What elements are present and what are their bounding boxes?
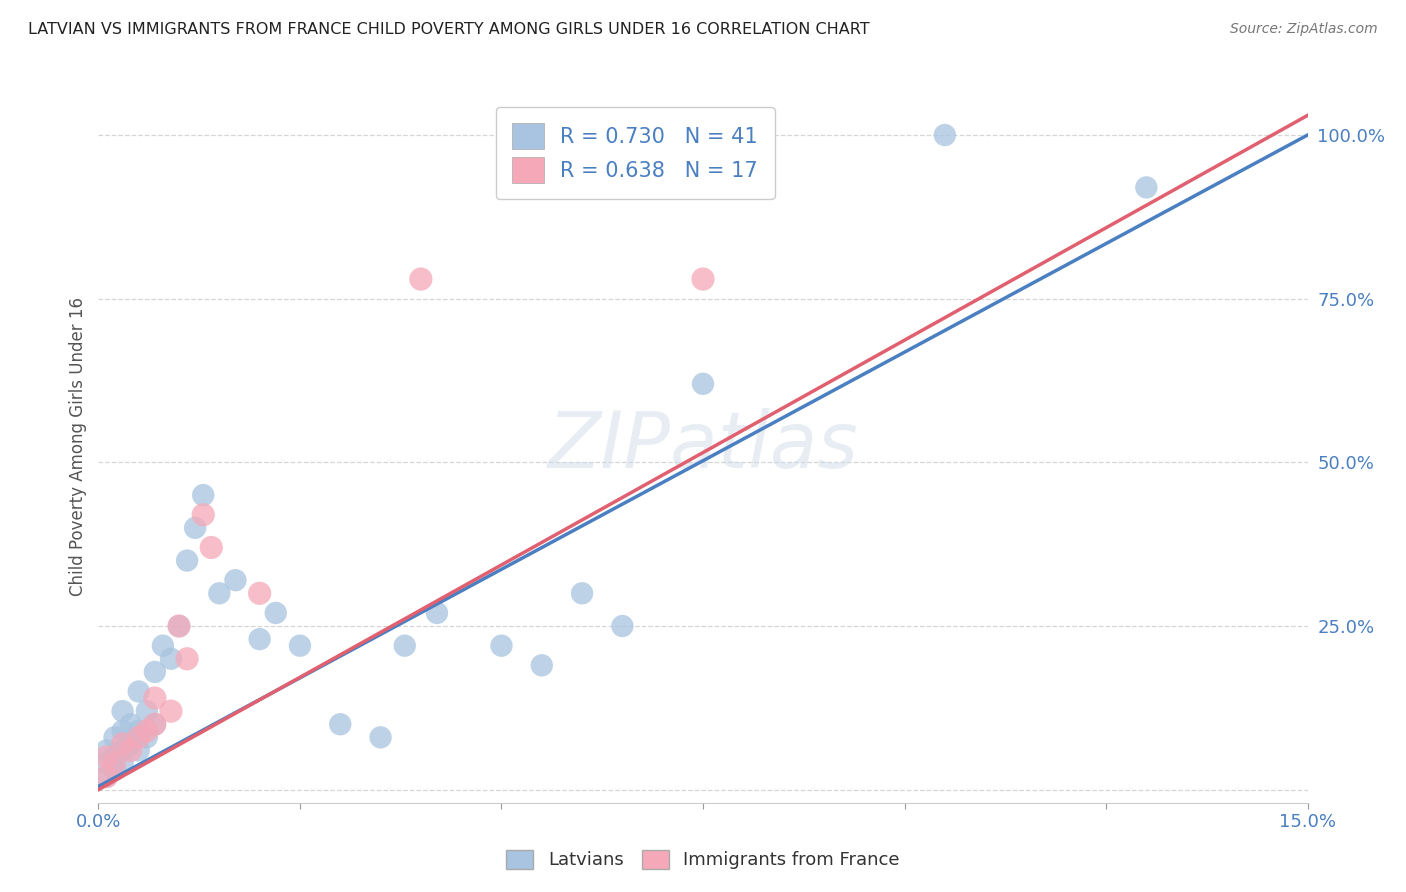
Point <box>128 723 150 738</box>
Point <box>120 737 142 751</box>
Point <box>120 743 142 757</box>
Point <box>176 652 198 666</box>
Text: ZIPatlas: ZIPatlas <box>547 408 859 484</box>
Point <box>208 586 231 600</box>
Point <box>143 691 166 706</box>
Point <box>128 731 150 745</box>
Text: Source: ZipAtlas.com: Source: ZipAtlas.com <box>1230 22 1378 37</box>
Point <box>692 272 714 286</box>
Point <box>167 619 190 633</box>
Point <box>264 606 287 620</box>
Point <box>103 756 125 771</box>
Y-axis label: Child Poverty Among Girls Under 16: Child Poverty Among Girls Under 16 <box>69 296 87 596</box>
Point <box>135 723 157 738</box>
Point <box>491 639 513 653</box>
Point <box>176 553 198 567</box>
Point <box>103 763 125 777</box>
Legend: R = 0.730   N = 41, R = 0.638   N = 17: R = 0.730 N = 41, R = 0.638 N = 17 <box>496 107 775 199</box>
Point <box>160 704 183 718</box>
Point <box>193 508 215 522</box>
Point <box>692 376 714 391</box>
Point <box>128 684 150 698</box>
Point <box>128 743 150 757</box>
Point <box>184 521 207 535</box>
Point <box>96 743 118 757</box>
Point <box>426 606 449 620</box>
Point <box>934 128 956 142</box>
Point <box>394 639 416 653</box>
Point <box>329 717 352 731</box>
Point <box>111 743 134 757</box>
Point <box>111 723 134 738</box>
Point <box>120 717 142 731</box>
Point <box>143 717 166 731</box>
Point <box>96 770 118 784</box>
Point <box>612 619 634 633</box>
Point <box>224 573 246 587</box>
Point <box>111 737 134 751</box>
Point <box>103 750 125 764</box>
Point <box>96 750 118 764</box>
Text: LATVIAN VS IMMIGRANTS FROM FRANCE CHILD POVERTY AMONG GIRLS UNDER 16 CORRELATION: LATVIAN VS IMMIGRANTS FROM FRANCE CHILD … <box>28 22 870 37</box>
Point <box>530 658 553 673</box>
Point <box>135 731 157 745</box>
Point <box>111 756 134 771</box>
Point <box>152 639 174 653</box>
Point <box>135 704 157 718</box>
Point <box>96 770 118 784</box>
Legend: Latvians, Immigrants from France: Latvians, Immigrants from France <box>498 841 908 879</box>
Point <box>160 652 183 666</box>
Point <box>143 717 166 731</box>
Point <box>370 731 392 745</box>
Point <box>103 731 125 745</box>
Point <box>1135 180 1157 194</box>
Point <box>288 639 311 653</box>
Point <box>111 704 134 718</box>
Point <box>249 586 271 600</box>
Point <box>96 756 118 771</box>
Point <box>167 619 190 633</box>
Point <box>143 665 166 679</box>
Point <box>409 272 432 286</box>
Point <box>193 488 215 502</box>
Point <box>571 586 593 600</box>
Point <box>200 541 222 555</box>
Point <box>249 632 271 647</box>
